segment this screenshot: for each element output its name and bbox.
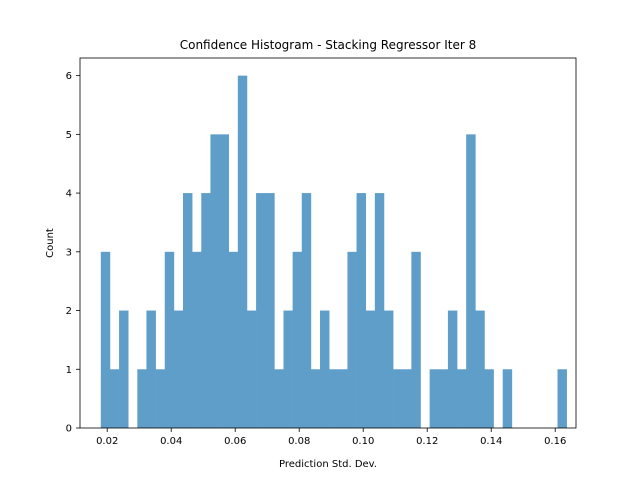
histogram-bar	[173, 310, 184, 428]
histogram-bar	[192, 251, 202, 428]
histogram-bar	[438, 369, 449, 428]
histogram-bar	[393, 369, 403, 428]
histogram-bar	[356, 193, 366, 428]
y-tick-label: 2	[66, 306, 72, 317]
histogram-bar	[347, 251, 357, 428]
x-tick-label: 0.06	[224, 436, 246, 447]
histogram-bar	[310, 369, 321, 428]
histogram-bar	[292, 251, 303, 428]
histogram-bar	[557, 369, 567, 428]
x-tick-label: 0.14	[480, 436, 502, 447]
x-tick-label: 0.04	[160, 436, 182, 447]
x-tick-label: 0.16	[544, 436, 566, 447]
histogram-bar	[301, 193, 312, 428]
y-axis-label: Count	[45, 228, 56, 258]
x-tick-label: 0.12	[416, 436, 438, 447]
histogram-bar	[228, 251, 239, 428]
plot-frame	[79, 57, 577, 429]
histogram-bar	[183, 193, 193, 428]
histogram-bar	[100, 251, 111, 428]
histogram-bar	[201, 193, 211, 428]
chart-title: Confidence Histogram - Stacking Regresso…	[180, 38, 477, 52]
histogram-bar	[320, 310, 330, 428]
histogram-bar	[475, 310, 485, 428]
x-axis-label: Prediction Std. Dev.	[279, 459, 377, 470]
histogram-bar	[466, 134, 476, 428]
y-tick-label: 4	[66, 189, 72, 200]
histogram-bar	[402, 369, 412, 428]
y-tick-label: 6	[66, 71, 72, 82]
y-tick-label: 1	[66, 365, 72, 376]
histogram-bar	[119, 310, 129, 428]
histogram-bar	[109, 369, 120, 428]
histogram-bar	[265, 193, 275, 428]
histogram-bar	[484, 369, 494, 428]
x-tick-label: 0.10	[352, 436, 374, 447]
histogram-bar	[237, 75, 248, 428]
histogram-bar	[246, 310, 257, 428]
bars-group	[100, 75, 567, 428]
histogram-bar	[429, 369, 440, 428]
x-axis-ticks: 0.02 0.04 0.06 0.08 0.10 0.12 0.14 0.16	[96, 428, 566, 447]
y-axis-ticks: 0 1 2 3 4 5 6	[66, 71, 80, 435]
histogram-bar	[155, 369, 166, 428]
histogram-bar	[283, 310, 293, 428]
histogram-bar	[219, 134, 229, 428]
x-tick-label: 0.02	[96, 436, 118, 447]
histogram-bar	[502, 369, 513, 428]
histogram-bar	[329, 369, 339, 428]
histogram-bar	[146, 310, 156, 428]
histogram-bar	[338, 369, 348, 428]
histogram-bar	[164, 251, 175, 428]
histogram-bar	[256, 193, 266, 428]
y-tick-label: 3	[66, 247, 72, 258]
y-tick-label: 5	[66, 130, 72, 141]
histogram-bar	[457, 369, 467, 428]
histogram-bar	[365, 310, 376, 428]
histogram-bar	[383, 310, 394, 428]
histogram-bar	[447, 310, 458, 428]
x-tick-label: 0.08	[288, 436, 310, 447]
histogram-bar	[274, 369, 284, 428]
histogram-bar	[411, 251, 421, 428]
histogram-bar	[137, 369, 147, 428]
y-tick-label: 0	[66, 424, 72, 435]
histogram-bar	[374, 193, 385, 428]
histogram-bar	[210, 134, 220, 428]
